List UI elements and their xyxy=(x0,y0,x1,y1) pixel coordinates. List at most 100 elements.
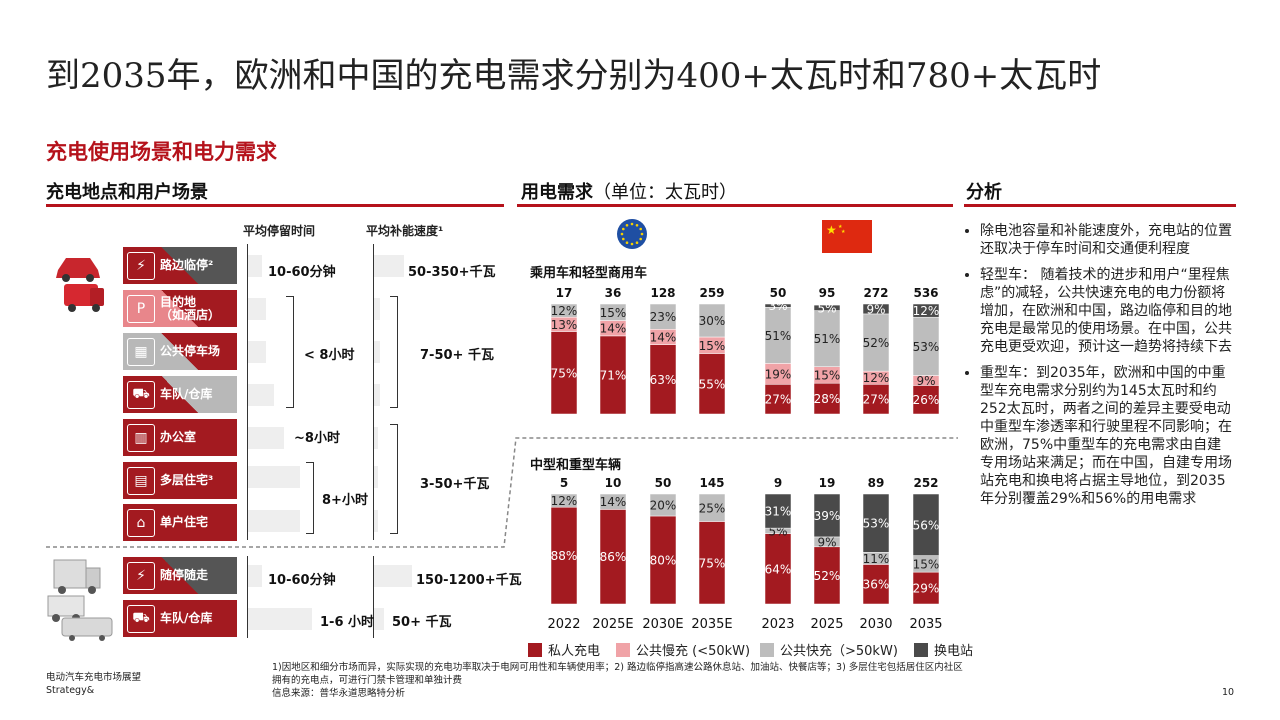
data-label: 28% xyxy=(814,392,841,406)
data-label: 55% xyxy=(699,377,726,391)
legend-label: 公共快充（>50kW) xyxy=(780,644,898,659)
apartment-icon: ▤ xyxy=(127,466,155,495)
data-label: 9% xyxy=(916,374,935,388)
data-label: 9% xyxy=(817,535,836,549)
divider xyxy=(247,244,248,540)
fleet-icon: ⛟ xyxy=(127,380,155,409)
data-label: 51% xyxy=(765,329,792,343)
data-label: 36% xyxy=(863,578,890,592)
speed-bar xyxy=(374,427,378,449)
data-label: 39% xyxy=(814,509,841,523)
stay-bar xyxy=(248,466,300,488)
data-label: 14% xyxy=(650,331,677,345)
bar-segment xyxy=(813,546,841,605)
footer-report-name: 电动汽车充电市场展望 xyxy=(46,672,142,683)
stay-bar xyxy=(248,427,284,449)
bar-segment xyxy=(862,313,890,372)
row-label: 多层住宅³ xyxy=(160,473,214,487)
speed-bar xyxy=(374,341,380,363)
total-label: 259 xyxy=(699,286,724,300)
section-heavy: 中型和重型车辆 xyxy=(530,458,622,473)
speed-bar xyxy=(374,466,378,488)
row-fleet: ⛟ 车队/仓库 xyxy=(123,376,237,413)
bar-segment xyxy=(698,303,726,338)
bar-segment xyxy=(649,493,677,517)
stay-bar xyxy=(248,255,262,277)
row-label: 单户住宅 xyxy=(160,515,209,529)
data-label: 23% xyxy=(650,310,677,324)
row-house: ⌂ 单户住宅 xyxy=(123,504,237,541)
total-label: 272 xyxy=(863,286,888,300)
stay-bar xyxy=(248,384,274,406)
speed-truck-roadside: 150-1200+千瓦 xyxy=(416,573,522,588)
data-label: 12% xyxy=(551,494,578,508)
parking-icon: P xyxy=(127,294,155,323)
data-label: 51% xyxy=(814,332,841,346)
truck-bus-icon xyxy=(47,559,113,641)
data-label: 63% xyxy=(650,373,677,387)
eu-flag-icon xyxy=(617,219,647,249)
total-label: 50 xyxy=(770,286,787,300)
data-label: 5% xyxy=(817,301,836,315)
bar-segment xyxy=(698,493,726,522)
bar-segment xyxy=(862,303,890,315)
speed-bar xyxy=(374,510,378,532)
category-label: 2030 xyxy=(859,617,892,632)
stay-group2: 8+小时 xyxy=(322,493,368,508)
analysis-bullet: 除电池容量和补能速度外，充电站的位置还取决于停车时间和交通便利程度 xyxy=(980,222,1234,258)
data-label: 11% xyxy=(863,552,890,566)
data-label: 15% xyxy=(814,368,841,382)
data-label: 14% xyxy=(600,322,627,336)
source-note: 信息来源：普华永道思略特分析 xyxy=(272,688,406,699)
divider xyxy=(373,244,374,540)
bar-segment xyxy=(862,493,890,553)
row-office: ▥ 办公室 xyxy=(123,419,237,456)
data-label: 31% xyxy=(765,505,792,519)
speed-roadside: 50-350+千瓦 xyxy=(408,265,496,280)
data-label: 52% xyxy=(814,569,841,583)
data-label: 86% xyxy=(600,550,627,564)
page-number: 10 xyxy=(1222,687,1235,698)
building-icon: ▦ xyxy=(127,337,155,366)
speed-truck-fleet: 50+ 千瓦 xyxy=(392,615,452,630)
car-van-icon xyxy=(56,258,104,312)
stay-truck-roadside: 10-60分钟 xyxy=(268,573,336,588)
data-label: 20% xyxy=(650,499,677,513)
stay-bar xyxy=(248,341,266,363)
house-icon: ⌂ xyxy=(127,508,155,537)
legend-swatch xyxy=(914,642,928,657)
legend-private: 私人充电 xyxy=(528,640,600,659)
category-label: 2035E xyxy=(691,617,732,632)
row-label: 办公室 xyxy=(160,430,197,444)
row-truck-roadside: ⚡ 随停随走 xyxy=(123,557,237,594)
data-label: 15% xyxy=(600,306,627,320)
bar-segment xyxy=(912,571,940,605)
svg-text:★: ★ xyxy=(841,229,846,235)
stay-roadside: 10-60分钟 xyxy=(268,265,336,280)
svg-text:★: ★ xyxy=(838,224,843,230)
bar-segment xyxy=(912,316,940,376)
category-label: 2035 xyxy=(909,617,942,632)
total-label: 145 xyxy=(699,476,724,490)
total-label: 5 xyxy=(560,476,568,490)
data-label: 15% xyxy=(913,557,940,571)
row-label: 公共停车场 xyxy=(160,344,221,358)
speed-group1: 7-50+ 千瓦 xyxy=(420,348,494,363)
analysis-list: 除电池容量和补能速度外，充电站的位置还取决于停车时间和交通便利程度 轻型车： 随… xyxy=(966,222,1234,516)
data-label: 56% xyxy=(913,518,940,532)
svg-text:★: ★ xyxy=(826,223,837,237)
stay-bar xyxy=(248,608,312,630)
office-icon: ▥ xyxy=(127,423,155,452)
data-label: 12% xyxy=(551,304,578,318)
legend-swatch xyxy=(760,642,774,657)
data-label: 75% xyxy=(551,366,578,380)
data-label: 15% xyxy=(699,339,726,353)
fleet-icon: ⛟ xyxy=(127,604,155,633)
footer-notes: 1)因地区和细分市场而异，实际实现的充电功率取决于电网可用性和车辆使用率；2) … xyxy=(272,661,963,700)
legend-fast: 公共快充（>50kW) xyxy=(760,640,898,659)
speed-group2: 3-50+千瓦 xyxy=(420,477,490,492)
page-title: 到2035年，欧洲和中国的充电需求分别为400+太瓦时和780+太瓦时 xyxy=(46,56,1102,96)
analysis-bullet: 轻型车： 随着技术的进步和用户“里程焦虑”的减轻，公共快速充电的电力份额将增加，… xyxy=(980,266,1234,356)
total-label: 252 xyxy=(913,476,938,490)
row-public-parking: ▦ 公共停车场 xyxy=(123,333,237,370)
